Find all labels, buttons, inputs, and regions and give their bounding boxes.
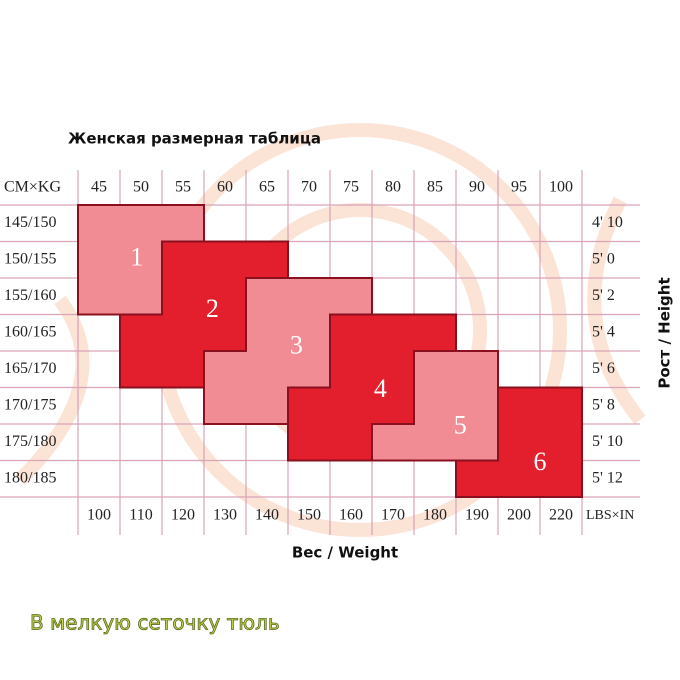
kg-label: 90 — [469, 179, 485, 196]
lbs-label: 200 — [507, 507, 531, 524]
kg-label: 95 — [511, 179, 527, 196]
kg-label: 55 — [175, 179, 191, 196]
kg-label: 75 — [343, 179, 359, 196]
lbs-label: 140 — [255, 507, 279, 524]
inch-label: 5' 6 — [592, 360, 615, 377]
kg-label: 80 — [385, 179, 401, 196]
cm-label: 150/155 — [4, 250, 56, 267]
lbs-label: 160 — [339, 507, 363, 524]
size-label: 5 — [454, 411, 467, 440]
inch-label: 4' 10 — [592, 214, 623, 231]
kg-label: 45 — [91, 179, 107, 196]
lbs-label: 130 — [213, 507, 237, 524]
height-label: Рост / Height — [656, 277, 674, 388]
lbs-label: 110 — [129, 507, 152, 524]
kg-label: 100 — [549, 179, 573, 196]
corner-label: CM×KG — [4, 179, 61, 196]
lbs-label: 190 — [465, 507, 489, 524]
cm-label: 155/160 — [4, 287, 56, 304]
kg-label: 50 — [133, 179, 149, 196]
inch-label: 5' 2 — [592, 287, 615, 304]
cm-label: 170/175 — [4, 396, 56, 413]
kg-label: 65 — [259, 179, 275, 196]
size-block — [371, 350, 499, 462]
caption: В мелкую сеточку тюль — [30, 611, 280, 635]
lbs-label: 100 — [87, 507, 111, 524]
lbs-label: 170 — [381, 507, 405, 524]
weight-label: Вес / Weight — [292, 544, 398, 562]
size-label: 1 — [130, 243, 143, 272]
lbs-label: 180 — [423, 507, 447, 524]
inch-label: 5' 8 — [592, 396, 615, 413]
inch-label: 5' 12 — [592, 469, 623, 486]
corner-label: LBS×IN — [586, 508, 634, 523]
inch-label: 5' 4 — [592, 323, 615, 340]
kg-label: 70 — [301, 179, 317, 196]
cm-label: 160/165 — [4, 323, 56, 340]
cm-label: 145/150 — [4, 214, 56, 231]
size-label: 4 — [374, 374, 387, 403]
size-label: 2 — [206, 294, 219, 323]
size-blocks — [77, 204, 583, 498]
lbs-label: 120 — [171, 507, 195, 524]
size-label: 6 — [534, 447, 547, 476]
size-block — [455, 386, 583, 498]
lbs-label: 220 — [549, 507, 573, 524]
kg-label: 85 — [427, 179, 443, 196]
inch-label: 5' 10 — [592, 433, 623, 450]
kg-label: 60 — [217, 179, 233, 196]
cm-label: 180/185 — [4, 469, 56, 486]
size-label: 3 — [290, 330, 303, 359]
inch-label: 5' 0 — [592, 250, 615, 267]
cm-label: 175/180 — [4, 433, 56, 450]
cm-label: 165/170 — [4, 360, 56, 377]
lbs-label: 150 — [297, 507, 321, 524]
title: Женская размерная таблица — [68, 130, 321, 148]
